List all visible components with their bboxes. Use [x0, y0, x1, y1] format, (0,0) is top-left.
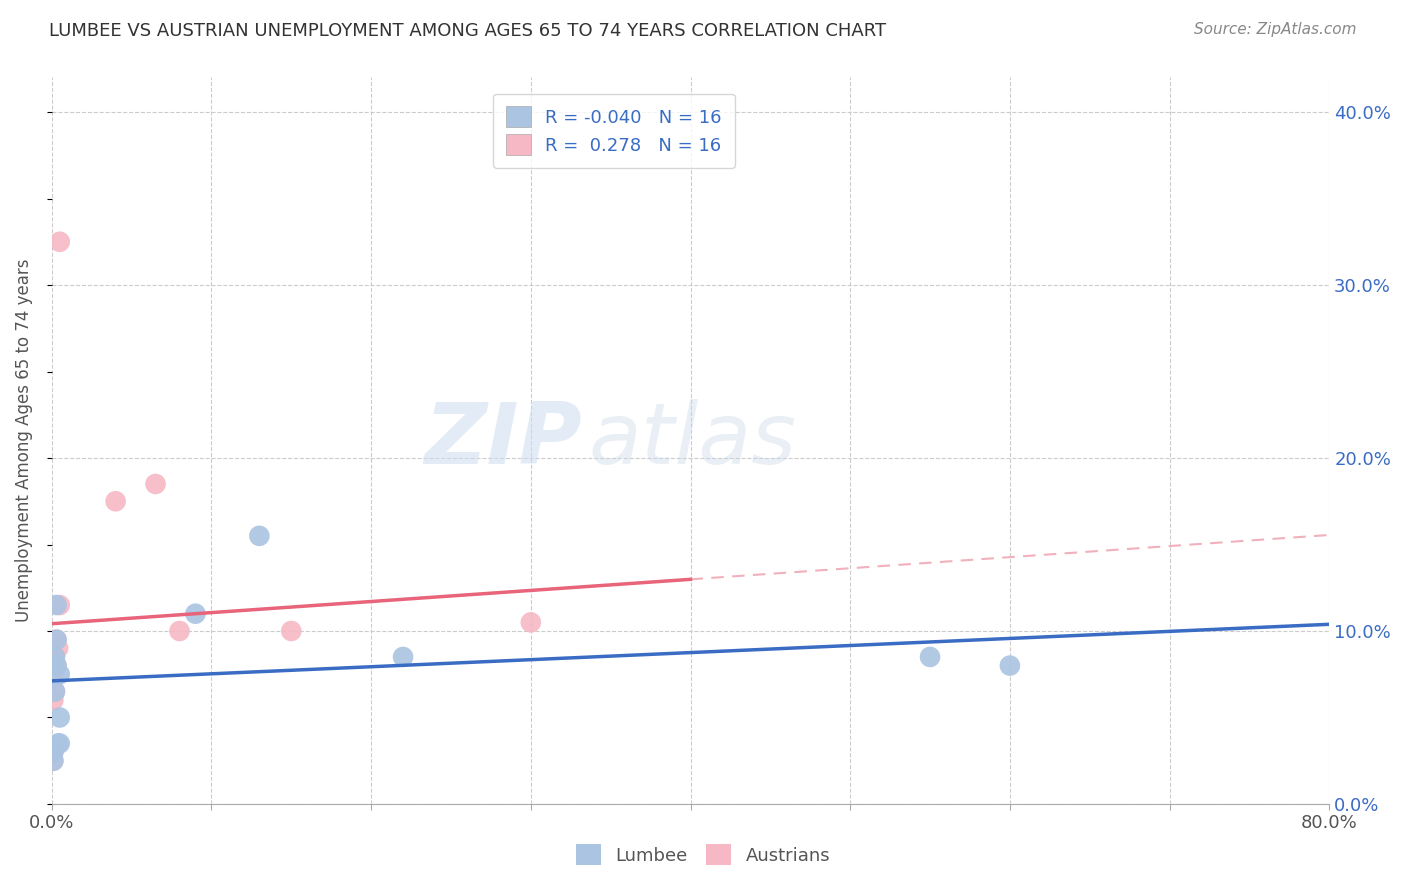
Text: atlas: atlas	[588, 400, 796, 483]
Point	[184, 607, 207, 621]
Point	[48, 667, 70, 681]
Legend: Lumbee, Austrians: Lumbee, Austrians	[567, 835, 839, 874]
Point	[42, 754, 65, 768]
Point	[45, 632, 67, 647]
Point	[42, 745, 65, 759]
Point	[48, 736, 70, 750]
Point	[45, 658, 67, 673]
Point	[42, 745, 65, 759]
Text: ZIP: ZIP	[425, 400, 582, 483]
Point	[169, 624, 191, 638]
Point	[42, 667, 65, 681]
Point	[45, 598, 67, 612]
Legend: R = -0.040   N = 16, R =  0.278   N = 16: R = -0.040 N = 16, R = 0.278 N = 16	[494, 94, 734, 168]
Point	[44, 649, 66, 664]
Point	[520, 615, 543, 630]
Point	[46, 641, 69, 656]
Y-axis label: Unemployment Among Ages 65 to 74 years: Unemployment Among Ages 65 to 74 years	[15, 259, 32, 623]
Point	[46, 736, 69, 750]
Point	[48, 235, 70, 249]
Point	[392, 649, 415, 664]
Point	[280, 624, 302, 638]
Point	[42, 693, 65, 707]
Point	[104, 494, 127, 508]
Point	[918, 649, 941, 664]
Text: Source: ZipAtlas.com: Source: ZipAtlas.com	[1194, 22, 1357, 37]
Point	[44, 649, 66, 664]
Point	[998, 658, 1021, 673]
Point	[48, 598, 70, 612]
Point	[45, 632, 67, 647]
Point	[145, 477, 167, 491]
Point	[44, 684, 66, 698]
Point	[45, 658, 67, 673]
Point	[42, 754, 65, 768]
Point	[48, 710, 70, 724]
Text: LUMBEE VS AUSTRIAN UNEMPLOYMENT AMONG AGES 65 TO 74 YEARS CORRELATION CHART: LUMBEE VS AUSTRIAN UNEMPLOYMENT AMONG AG…	[49, 22, 886, 40]
Point	[247, 529, 270, 543]
Point	[44, 684, 66, 698]
